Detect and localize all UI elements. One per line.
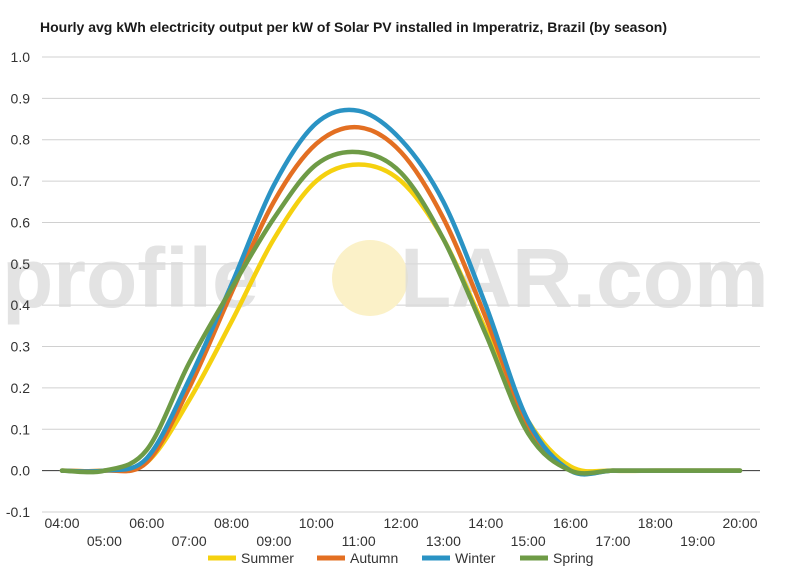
y-tick-label: 0.1 <box>11 421 31 437</box>
y-tick-label: 1.0 <box>11 49 31 65</box>
x-tick-label: 13:00 <box>426 533 461 549</box>
y-tick-label: -0.1 <box>6 504 30 520</box>
y-axis-tick-labels: 1.0 0.9 0.8 0.7 0.6 0.5 0.4 0.3 0.2 0.1 0.0 -0.1 <box>6 49 30 520</box>
x-tick-label: 10:00 <box>299 515 334 531</box>
x-tick-label: 18:00 <box>638 515 673 531</box>
y-tick-label: 0.4 <box>11 297 31 313</box>
legend: Summer Autumn Winter Spring <box>208 550 593 566</box>
x-tick-label: 20:00 <box>722 515 757 531</box>
chart-title: Hourly avg kWh electricity output per kW… <box>40 19 668 35</box>
y-tick-label: 0.6 <box>11 214 31 230</box>
legend-label-summer: Summer <box>241 550 294 566</box>
legend-label-winter: Winter <box>455 550 496 566</box>
y-tick-label: 0.3 <box>11 339 31 355</box>
series-line-spring <box>59 149 743 476</box>
y-tick-label: 0.7 <box>11 173 31 189</box>
x-tick-label: 14:00 <box>468 515 503 531</box>
watermark-text-left: profile <box>2 231 259 325</box>
y-tick-label: 0.9 <box>11 90 31 106</box>
series-lines <box>59 107 743 477</box>
y-tick-label: 0.0 <box>11 463 31 479</box>
legend-label-autumn: Autumn <box>350 550 398 566</box>
x-tick-label: 15:00 <box>511 533 546 549</box>
x-tick-label: 08:00 <box>214 515 249 531</box>
x-tick-label: 11:00 <box>342 533 376 549</box>
watermark: profile LAR.com <box>2 231 769 325</box>
x-axis-tick-labels: 04:00 06:00 08:00 10:00 12:00 14:00 16:00 18:00… <box>44 515 757 549</box>
y-tick-label: 0.5 <box>11 256 31 272</box>
y-tick-label: 0.2 <box>11 380 31 396</box>
x-tick-label: 09:00 <box>256 533 291 549</box>
x-tick-label: 16:00 <box>553 515 588 531</box>
y-tick-label: 0.8 <box>11 132 31 148</box>
x-tick-label: 05:00 <box>87 533 122 549</box>
x-tick-label: 04:00 <box>44 515 79 531</box>
legend-label-spring: Spring <box>553 550 593 566</box>
watermark-sun-icon <box>332 240 408 316</box>
x-tick-label: 12:00 <box>383 515 418 531</box>
x-tick-label: 06:00 <box>129 515 164 531</box>
x-tick-label: 17:00 <box>595 533 630 549</box>
x-tick-label: 19:00 <box>680 533 715 549</box>
x-tick-label: 07:00 <box>172 533 207 549</box>
